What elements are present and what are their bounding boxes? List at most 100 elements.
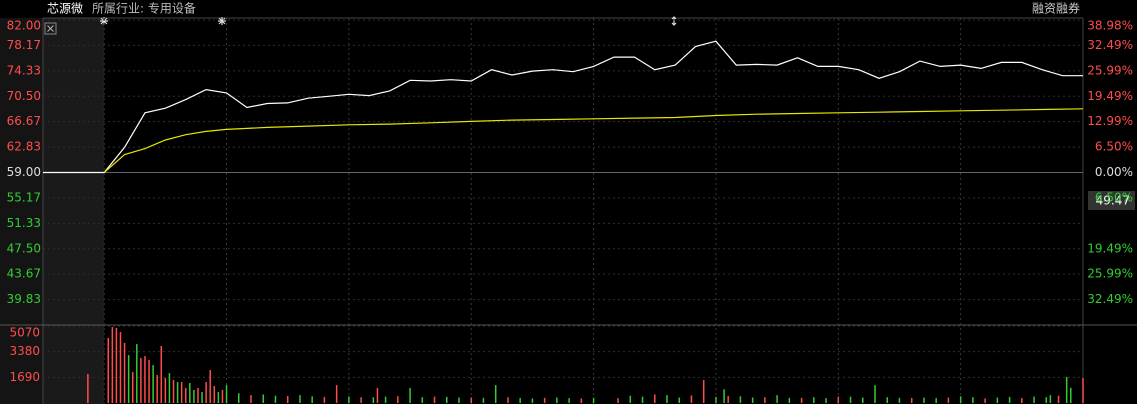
y-tick-label: 82.00 [7,19,41,33]
volume-bar [193,389,195,403]
volume-bar [164,377,167,403]
y2-tick-label: 6.50% [1095,140,1133,154]
volume-bar [376,387,379,403]
volume-bar [654,394,656,403]
volume-bar [205,382,207,403]
event-arrow [671,16,677,26]
y-tick-label: 43.67 [7,267,41,281]
volume-bar [168,373,171,403]
volume-bar [176,382,179,403]
volume-bar [764,397,766,403]
volume-bar [910,397,913,403]
volume-tick-label: 1690 [9,370,40,384]
volume-bar [136,344,138,403]
y2-tick-label: 25.99% [1087,63,1133,77]
y-tick-label: 39.83 [7,292,41,306]
volume-bar [127,355,130,403]
volume-bar [311,396,313,403]
volume-bar [580,398,583,403]
y2-tick-label: 19.49% [1087,241,1133,255]
volume-bar [286,396,289,403]
volume-bar [984,398,986,403]
y-tick-label: 59.00 [7,165,41,179]
y-tick-label: 70.50 [7,89,41,103]
volume-bar [666,395,668,403]
y2-tick-label: 6.50% [1095,190,1133,204]
volume-bar [519,397,521,403]
volume-bar [140,358,142,403]
volume-bar [1021,398,1023,403]
volume-bar [482,397,485,403]
volume-bar [837,396,840,403]
price-line [43,40,1083,174]
y2-tick-label: 32.49% [1087,38,1133,52]
volume-bar [221,389,224,403]
volume-bar [629,395,632,403]
volume-bar [739,396,742,403]
volume-bar [201,392,203,403]
y2-tick-label: 25.99% [1087,267,1133,281]
volume-bar [776,395,778,403]
volume-bar [131,372,134,403]
left-axis-panel [0,18,43,404]
y-tick-label: 78.17 [7,38,41,52]
volume-bar [360,397,362,403]
volume-bar [543,397,546,403]
close-button[interactable] [44,22,57,35]
volume-tick-label: 3380 [9,344,40,358]
volume-bar [568,398,570,403]
volume-bar [727,396,729,403]
volume-bar [788,397,791,403]
volume-bar [1033,396,1035,403]
volume-bar [225,385,228,403]
volume-bar [531,398,534,403]
volume-bar [238,393,240,403]
volume-bar [115,327,118,403]
volume-bar [323,396,326,403]
volume-bar [935,398,937,403]
volume-bar [197,387,199,403]
y2-tick-label: 38.98% [1087,19,1133,33]
volume-bar [923,397,925,403]
volume-bar [213,385,216,403]
volume-bar [409,387,411,403]
volume-bar [723,389,725,403]
margin-button[interactable]: 融资融券 [1032,1,1080,16]
volume-bar [702,380,705,403]
volume-bar [433,396,436,403]
volume-bar [947,397,950,403]
volume-bar [813,397,815,403]
volume-bar [123,343,126,403]
stock-name: 芯源微 [47,2,83,16]
y-tick-label: 62.83 [7,140,41,154]
volume-bar [144,356,146,403]
volume-bar [119,332,122,403]
volume-bar [184,387,187,403]
volume-bar [107,337,110,403]
volume-bar [874,385,876,403]
cursor-box [1088,191,1135,210]
volume-bar [800,397,803,403]
y-tick-label: 55.17 [7,190,41,204]
y2-tick-label: 19.49% [1087,89,1133,103]
volume-bar [446,396,448,403]
volume-bar [1070,387,1072,403]
volume-bar [1008,396,1011,403]
volume-bar [494,385,497,403]
volume-bar [470,397,472,403]
volume-bar [421,397,424,403]
industry: 所属行业: 专用设备 [92,1,196,16]
volume-bar [217,392,220,403]
volume-bar [180,382,183,403]
volume-bar [1057,395,1060,403]
volume-bar [397,396,399,403]
price-line [103,108,1084,173]
volume-bar [189,382,191,403]
volume-bar [959,396,962,403]
volume-bar [996,397,999,403]
close-box [44,22,57,35]
volume-bar [715,396,717,403]
volume-bar [348,396,350,403]
